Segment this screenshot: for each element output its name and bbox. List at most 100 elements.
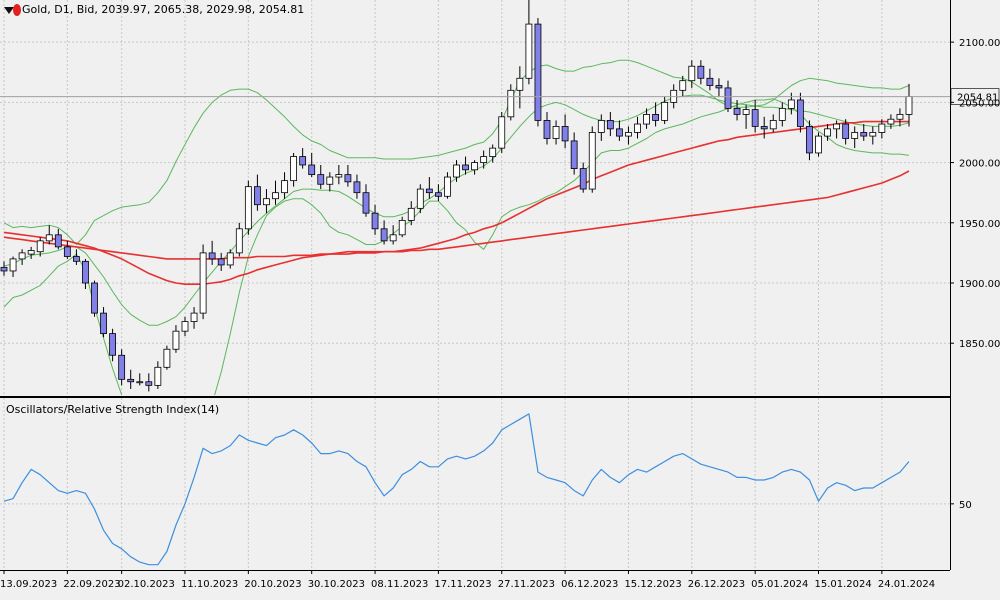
candle: [851, 126, 859, 149]
candle-body: [833, 123, 840, 130]
candle: [154, 361, 162, 389]
candle-body: [769, 120, 777, 130]
current-price-label: 2054.81: [957, 93, 998, 104]
ma-slow-line: [3, 170, 910, 260]
candle-body: [362, 192, 370, 214]
candle: [353, 174, 361, 199]
candle: [534, 18, 542, 127]
candle: [326, 172, 334, 192]
candle: [797, 92, 804, 133]
candle-body: [118, 354, 126, 380]
candle-body: [172, 330, 180, 350]
candle: [290, 152, 298, 187]
candle: [398, 216, 406, 238]
candle: [860, 124, 868, 141]
candle-body: [199, 252, 207, 314]
bollinger-lower-line: [3, 98, 910, 395]
candle-body: [652, 114, 659, 121]
candle: [100, 307, 107, 338]
candle: [308, 152, 316, 178]
candle-body: [525, 23, 533, 79]
candle: [697, 60, 705, 85]
candle: [0, 261, 8, 276]
candle: [751, 99, 759, 133]
candle: [833, 120, 840, 139]
candle-body: [181, 321, 189, 332]
candle-body: [634, 123, 641, 133]
candle-body: [272, 192, 279, 200]
candle-body: [860, 132, 868, 137]
candle: [570, 132, 578, 175]
candle: [136, 373, 144, 386]
candle: [425, 177, 433, 199]
y-axis-labels: 1850.00 1900.00 1950.00 2000.00 2050.00 2100.…: [950, 38, 1000, 511]
candle: [516, 66, 524, 109]
candle: [317, 164, 325, 190]
candle-body: [326, 176, 334, 185]
candle-body: [724, 87, 732, 109]
candle-body: [82, 260, 89, 284]
candle-body: [552, 126, 560, 139]
candle: [905, 83, 913, 127]
candle: [778, 102, 786, 127]
candle-body: [45, 234, 53, 242]
candle-body: [308, 164, 316, 176]
candle: [145, 373, 153, 392]
ma-fast-line: [3, 120, 909, 286]
candle: [263, 189, 270, 214]
candle: [163, 345, 171, 370]
candle-body: [625, 132, 632, 137]
candle-body: [335, 174, 343, 178]
candle-body: [453, 164, 460, 178]
candle-body: [733, 107, 741, 115]
candle: [733, 99, 741, 121]
y-tick-label: 2050.00: [959, 98, 1000, 109]
x-tick-label: 02.10.2023: [118, 579, 175, 590]
candle: [887, 114, 895, 129]
candle-body: [208, 252, 216, 260]
y-tick-label: 1950.00: [959, 219, 1000, 230]
candle: [407, 201, 415, 226]
candle: [380, 220, 388, 245]
x-tick-label: 26.12.2023: [688, 579, 745, 590]
candle: [742, 104, 750, 129]
y-tick-label: 1900.00: [959, 279, 1000, 290]
candle: [54, 228, 62, 250]
candle-body: [235, 228, 243, 254]
candle-body: [344, 174, 352, 183]
candle: [253, 174, 261, 211]
candle-body: [715, 85, 723, 89]
candle-body: [73, 256, 80, 262]
candle: [896, 108, 904, 127]
candle-body: [54, 234, 62, 248]
candle: [878, 119, 886, 139]
x-tick-label: 30.10.2023: [308, 579, 365, 590]
candle-body: [462, 164, 469, 171]
candle-body: [489, 147, 497, 157]
candle-body: [787, 99, 795, 109]
candle: [281, 172, 288, 199]
candle-body: [380, 228, 388, 242]
candle: [679, 75, 687, 97]
candle: [634, 116, 641, 139]
candle-body: [851, 132, 859, 139]
candle-body: [815, 135, 822, 154]
candle: [498, 111, 506, 153]
candle: [199, 244, 207, 320]
candle-body: [217, 258, 225, 266]
rsi-panel: [3, 413, 910, 566]
y-tick-label: 2000.00: [959, 159, 1000, 170]
candle: [462, 156, 469, 175]
candle: [226, 249, 234, 269]
candle-body: [516, 77, 524, 91]
candle: [597, 114, 605, 141]
candle-body: [507, 89, 515, 118]
collapse-arrow-icon[interactable]: [4, 7, 14, 14]
candle: [643, 108, 650, 129]
candle-body: [100, 312, 107, 334]
candle-body: [543, 120, 551, 139]
candle: [434, 184, 442, 202]
candle-body: [661, 101, 669, 121]
candle: [82, 258, 89, 290]
